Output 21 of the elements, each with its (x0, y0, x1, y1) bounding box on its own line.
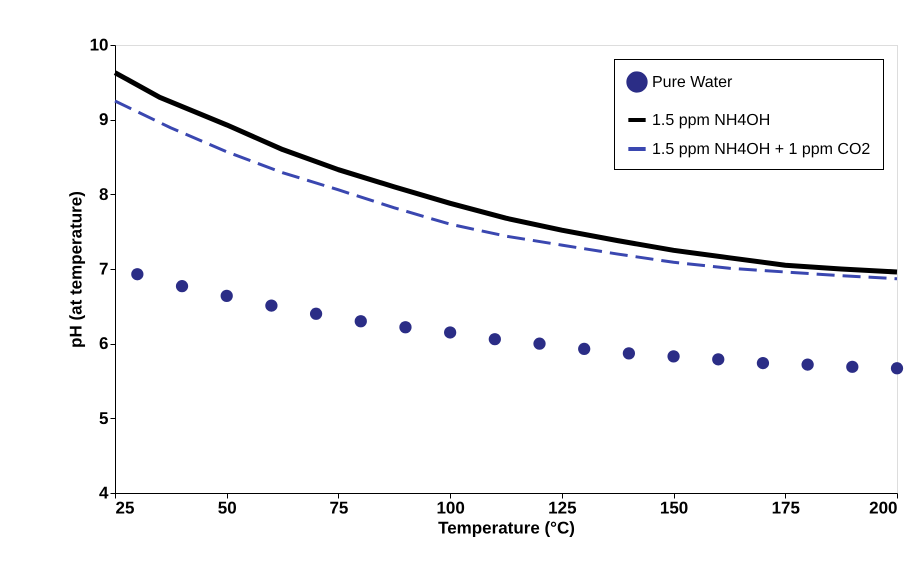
x-tick-label: 25 (116, 498, 134, 518)
y-tick-label: 8 (99, 184, 108, 204)
x-tick-label: 100 (436, 498, 465, 518)
x-tick-label: 50 (218, 498, 237, 518)
y-tick-label: 6 (99, 334, 108, 354)
x-tick-label: 175 (772, 498, 800, 518)
y-axis-title: pH (at temperature) (66, 191, 86, 348)
legend-label: 1.5 ppm NH4OH (652, 112, 770, 129)
x-axis-title: Temperature (°C) (438, 518, 575, 538)
x-tick-label: 150 (660, 498, 688, 518)
x-tick-label: 200 (869, 498, 898, 518)
line-series (114, 100, 898, 280)
legend-label: Pure Water (652, 74, 733, 91)
y-tick-label: 10 (90, 36, 108, 54)
y-tick-label: 9 (99, 110, 108, 130)
x-tick-label: 75 (329, 498, 348, 518)
y-tick-label: 7 (99, 260, 108, 278)
legend-label: 1.5 ppm NH4OH + 1 ppm CO2 (652, 141, 870, 158)
x-tick-label: 125 (548, 498, 577, 518)
y-tick-label: 4 (99, 484, 110, 502)
y-tick-label: 5 (99, 408, 108, 428)
